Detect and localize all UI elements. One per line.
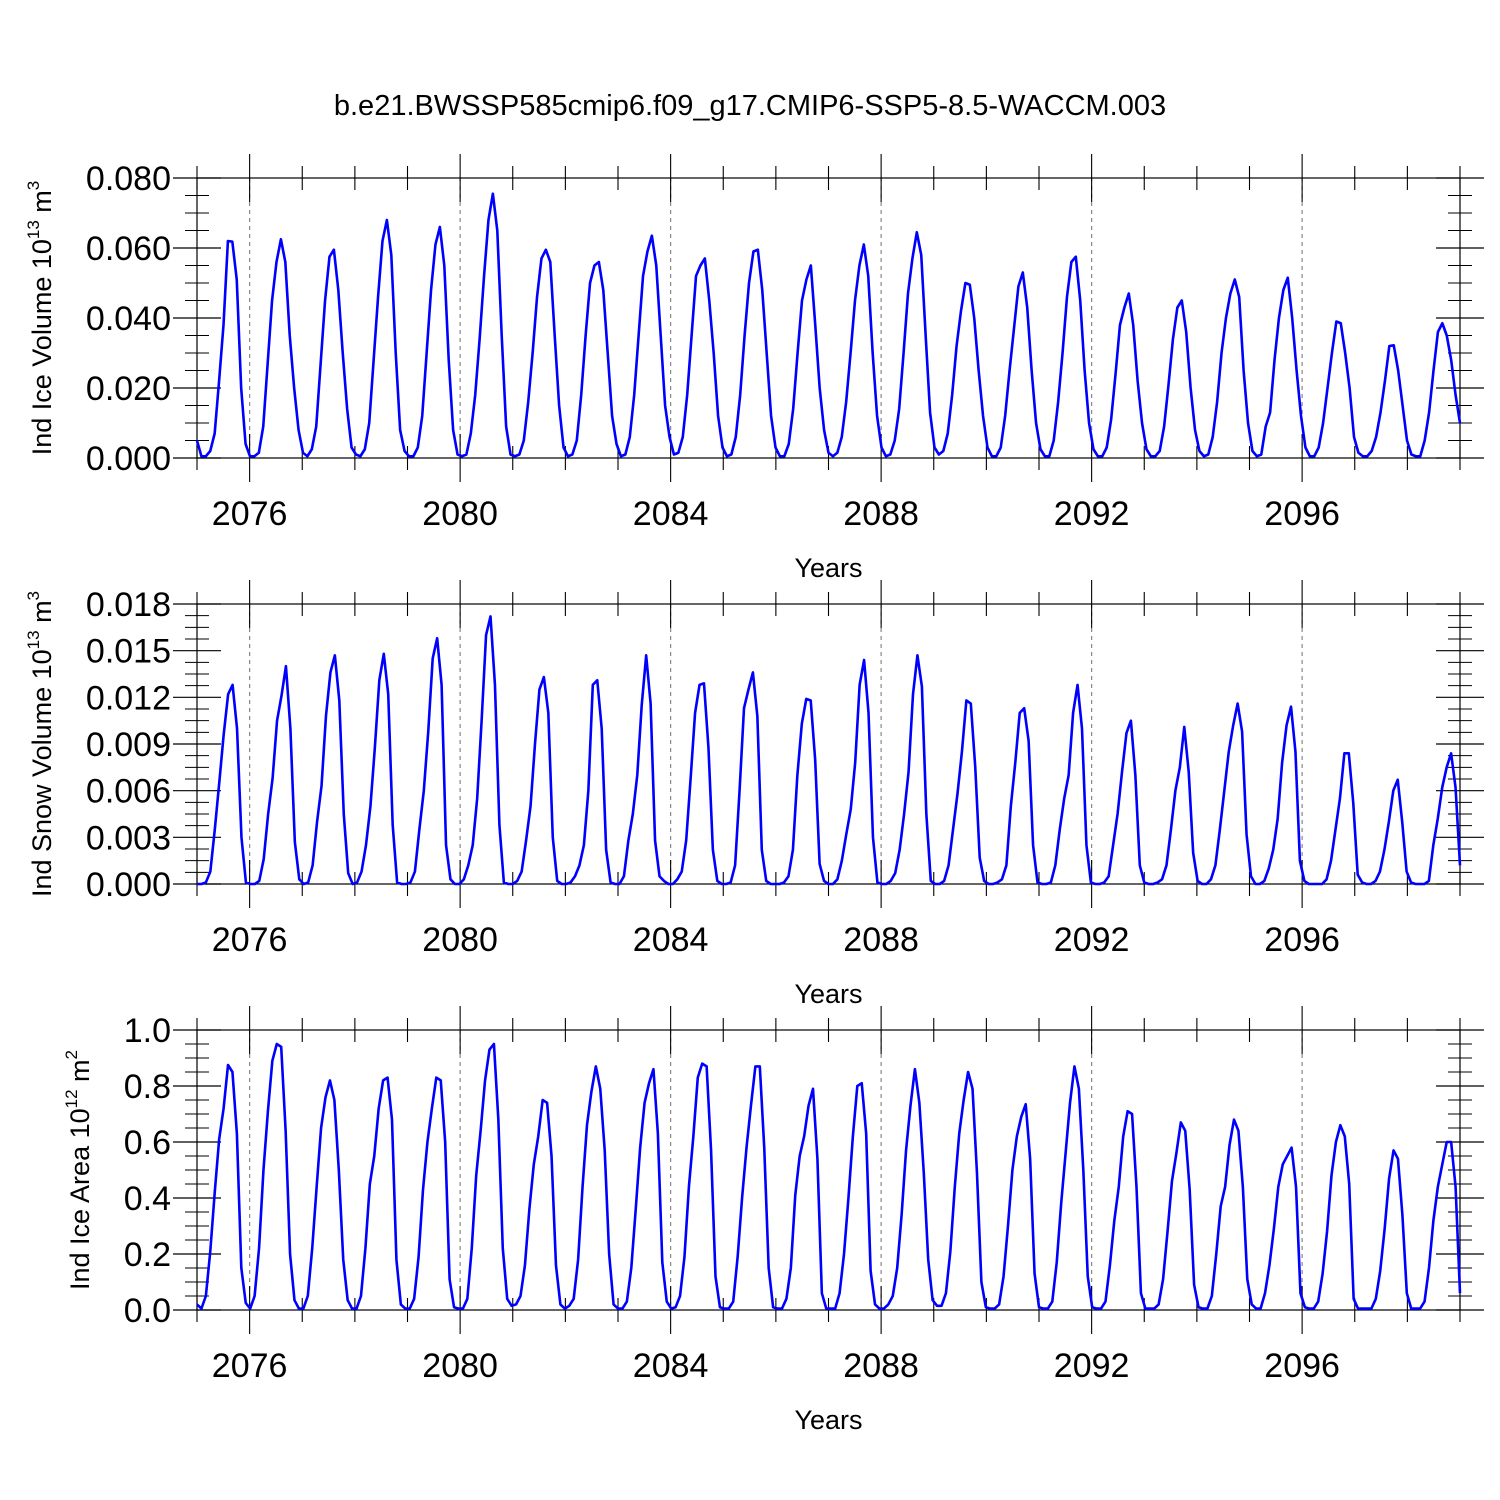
y-tick-label: 0.2	[124, 1236, 171, 1274]
y-tick-label: 0.8	[124, 1068, 171, 1106]
y-tick-label: 1.0	[124, 1012, 171, 1050]
y-tick-label: 0.6	[124, 1124, 171, 1162]
x-axis-label: Years	[794, 979, 862, 1009]
y-axis-label: Ind Snow Volume 1013 m3	[24, 591, 57, 897]
y-axis-label: Ind Ice Volume 1013 m3	[24, 181, 57, 456]
y-tick-label: 0.012	[86, 679, 171, 717]
x-tick-label: 2080	[422, 921, 498, 959]
y-tick-label: 0.018	[86, 586, 171, 624]
y-axis-label: Ind Ice Area 1012 m2	[62, 1050, 95, 1290]
x-tick-label: 2076	[212, 495, 288, 533]
y-tick-label: 0.006	[86, 773, 171, 811]
x-axis-label: Years	[794, 1405, 862, 1435]
x-tick-label: 2080	[422, 495, 498, 533]
y-tick-label: 0.000	[86, 440, 171, 478]
y-tick-label: 0.080	[86, 160, 171, 198]
x-tick-label: 2096	[1264, 921, 1340, 959]
x-tick-label: 2096	[1264, 1347, 1340, 1385]
series-line	[196, 1042, 1462, 1310]
x-tick-label: 2088	[843, 921, 919, 959]
y-tick-label: 0.040	[86, 300, 171, 338]
series-line	[197, 615, 1462, 886]
y-tick-label: 0.060	[86, 230, 171, 268]
x-tick-label: 2080	[422, 1347, 498, 1385]
x-tick-label: 2084	[633, 921, 709, 959]
x-tick-label: 2092	[1054, 495, 1130, 533]
x-axis-label: Years	[794, 553, 862, 583]
panel-2: 0.000 0.003 0.006 0.009 0.012 0.015 0.018 2076 2…	[24, 580, 1484, 1009]
x-tick-label: 2088	[843, 495, 919, 533]
chart-title: b.e21.BWSSP585cmip6.f09_g17.CMIP6-SSP5-8…	[334, 90, 1166, 122]
y-tick-label: 0.003	[86, 819, 171, 857]
panel-3: 0.0 0.2 0.4 0.6 0.8 1.0 2076 2080 2084 2088 2092 20…	[62, 1006, 1484, 1435]
y-tick-label: 0.015	[86, 633, 171, 671]
x-tick-label: 2088	[843, 1347, 919, 1385]
x-tick-label: 2092	[1054, 921, 1130, 959]
x-tick-label: 2084	[633, 495, 709, 533]
x-tick-label: 2096	[1264, 495, 1340, 533]
plot-frame	[196, 1029, 1461, 1311]
x-tick-label: 2076	[212, 921, 288, 959]
y-tick-label: 0.0	[124, 1292, 171, 1330]
x-tick-label: 2084	[633, 1347, 709, 1385]
y-tick-label: 0.000	[86, 866, 171, 904]
series-line	[195, 192, 1462, 458]
y-tick-label: 0.4	[124, 1180, 171, 1218]
y-tick-label: 0.009	[86, 726, 171, 764]
y-tick-label: 0.020	[86, 370, 171, 408]
plot-frame	[196, 603, 1461, 885]
panel-1: 0.000 0.020 0.040 0.060 0.080 2076 2080 2084 208…	[24, 154, 1484, 583]
x-tick-label: 2076	[212, 1347, 288, 1385]
x-tick-label: 2092	[1054, 1347, 1130, 1385]
